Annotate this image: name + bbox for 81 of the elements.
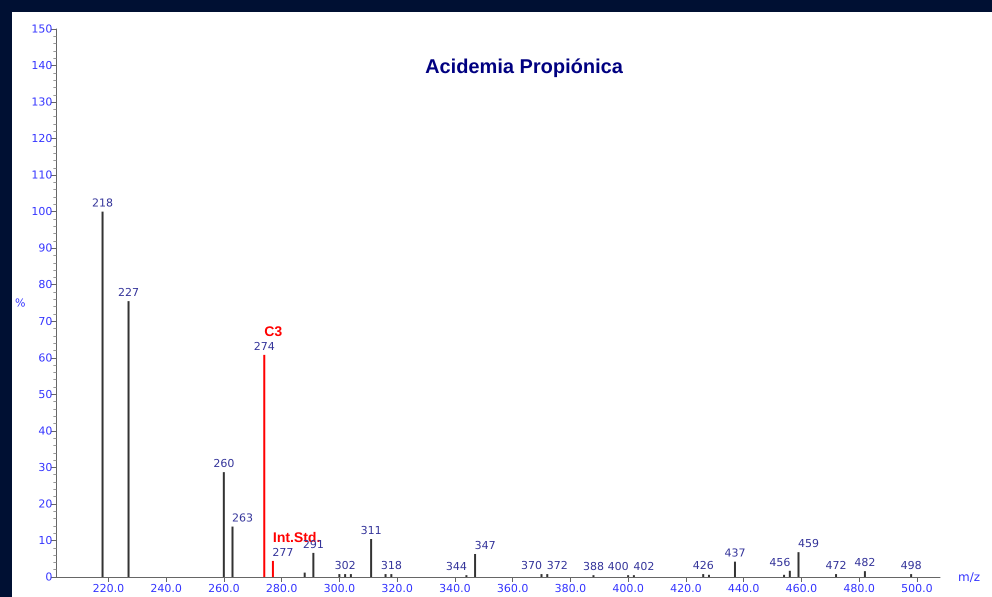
bar bbox=[350, 574, 352, 577]
bar bbox=[384, 574, 387, 577]
annotation: 302 bbox=[334, 559, 356, 572]
x-tick-label: 220.0 bbox=[92, 582, 124, 595]
y-tick-label: 40 bbox=[38, 424, 52, 438]
bar bbox=[540, 574, 542, 577]
annotation: 218 bbox=[92, 196, 114, 210]
annotation: 459 bbox=[798, 537, 819, 550]
x-tick-label: 460.0 bbox=[786, 582, 818, 595]
x-tick-label: 480.0 bbox=[843, 582, 875, 595]
bar bbox=[304, 572, 306, 577]
y-tick-label: 110 bbox=[31, 168, 52, 182]
bar bbox=[546, 574, 548, 577]
bar bbox=[788, 570, 791, 577]
y-tick-label: 30 bbox=[38, 460, 52, 474]
bar bbox=[263, 354, 266, 577]
annotation: 426 bbox=[692, 559, 714, 572]
bar bbox=[390, 574, 392, 577]
annotation: 437 bbox=[724, 546, 746, 560]
annotation: 227 bbox=[118, 286, 140, 300]
bar bbox=[312, 552, 314, 577]
y-tick-label: 60 bbox=[38, 351, 52, 364]
y-tick-label: 70 bbox=[38, 314, 52, 328]
bar bbox=[798, 552, 800, 577]
bar bbox=[370, 539, 372, 577]
annotation: 498 bbox=[900, 559, 922, 572]
x-tick-label: 380.0 bbox=[554, 582, 586, 595]
y-tick-label: 80 bbox=[38, 278, 52, 292]
x-tick-label: 240.0 bbox=[150, 582, 182, 595]
annotation: 472 bbox=[826, 559, 847, 572]
x-tick-label: 420.0 bbox=[670, 582, 702, 595]
y-tick-label: 50 bbox=[38, 388, 52, 401]
x-tick-label: 340.0 bbox=[439, 582, 471, 595]
annotation: 482 bbox=[854, 556, 876, 570]
annotation: 311 bbox=[360, 524, 382, 538]
y-tick-label: 100 bbox=[31, 205, 52, 218]
annotation: 318 bbox=[380, 559, 402, 572]
y-tick-label: 0 bbox=[45, 570, 52, 584]
annotation: 402 bbox=[633, 560, 654, 574]
bar bbox=[702, 574, 704, 577]
x-tick-label: 360.0 bbox=[496, 582, 528, 595]
x-tick-label: 400.0 bbox=[612, 582, 644, 595]
bar bbox=[222, 472, 225, 577]
bar bbox=[474, 554, 476, 577]
bar bbox=[338, 574, 340, 577]
x-tick-label: 300.0 bbox=[324, 582, 356, 595]
annotation: 372 bbox=[546, 559, 568, 572]
annotation: 400 bbox=[608, 560, 629, 574]
x-axis-title: m/z bbox=[958, 570, 980, 584]
bar bbox=[102, 212, 104, 577]
y-tick-label: 10 bbox=[38, 534, 52, 547]
x-tick-label: 500.0 bbox=[901, 582, 933, 595]
y-tick-label: 140 bbox=[31, 59, 52, 72]
y-tick-label: 120 bbox=[31, 132, 52, 146]
bar bbox=[344, 574, 346, 577]
x-tick-label: 260.0 bbox=[208, 582, 240, 595]
bar bbox=[910, 574, 912, 577]
y-tick-label: 150 bbox=[31, 22, 52, 36]
x-tick-label: 440.0 bbox=[728, 582, 760, 595]
annotation: 456 bbox=[769, 556, 790, 569]
annotation: 277 bbox=[272, 546, 294, 559]
bar bbox=[734, 562, 736, 577]
annotation: C3 bbox=[264, 322, 282, 339]
annotation: 260 bbox=[213, 457, 234, 470]
annotation: 263 bbox=[232, 512, 253, 525]
bar bbox=[864, 571, 866, 577]
annotation: 274 bbox=[254, 340, 275, 353]
annotation: 347 bbox=[474, 538, 496, 552]
annotation: 370 bbox=[520, 559, 542, 572]
y-tick-label: 20 bbox=[38, 497, 52, 510]
bar bbox=[835, 574, 838, 577]
text: Acidemia Propiónica bbox=[425, 56, 624, 78]
bar bbox=[272, 560, 274, 577]
y-tick-label: 130 bbox=[31, 96, 52, 109]
x-tick-label: 280.0 bbox=[266, 582, 298, 595]
y-tick-label: 90 bbox=[38, 242, 52, 255]
y-axis-title: % bbox=[15, 296, 26, 310]
x-tick-label: 320.0 bbox=[381, 582, 413, 595]
annotation: 344 bbox=[446, 560, 467, 574]
bar bbox=[232, 526, 234, 577]
annotation: 388 bbox=[582, 560, 604, 574]
